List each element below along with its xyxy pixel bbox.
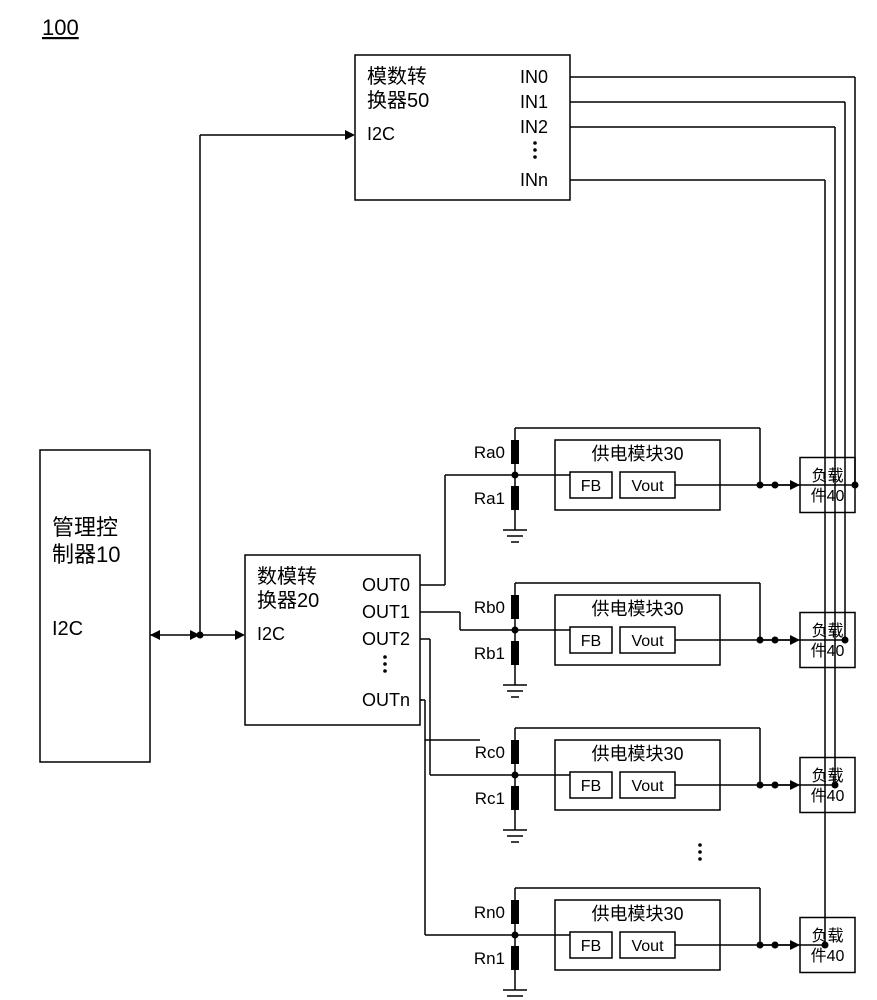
resistor-Rc1: [511, 786, 519, 810]
r-label-Rb0: Rb0: [474, 598, 505, 617]
vout-label-3: Vout: [631, 938, 664, 955]
load-label1-2: 负载: [811, 767, 843, 785]
resistor-Rb0: [511, 595, 519, 619]
adc-vdots: [533, 148, 537, 152]
arrow-right: [235, 630, 245, 640]
arrow-left: [150, 630, 160, 640]
dac-label: 数模转: [257, 565, 317, 588]
power-module-label-3: 供电模块30: [591, 904, 683, 924]
adc-vdots: [533, 155, 537, 159]
channels-vdots: [698, 850, 702, 854]
fb-label-0: FB: [581, 478, 601, 495]
dac-out-1: OUT1: [362, 602, 410, 622]
r-label-Rn0: Rn0: [474, 903, 505, 922]
resistor-Ra0: [511, 440, 519, 464]
adc-in-1: IN1: [520, 92, 548, 112]
load-label1-1: 负载: [811, 622, 843, 640]
load-label2-2: 件40: [811, 787, 845, 805]
fb-label-2: FB: [581, 778, 601, 795]
r-label-Rb1: Rb1: [474, 644, 505, 663]
load-label1-3: 负载: [811, 927, 843, 945]
dac-vdots: [383, 669, 387, 673]
dac-vdots: [383, 662, 387, 666]
adc-in-2: IN2: [520, 117, 548, 137]
controller-label: 管理控: [52, 515, 118, 540]
controller-box: [40, 450, 150, 762]
adc-in-3: INn: [520, 170, 548, 190]
dac-out-3: OUTn: [362, 690, 410, 710]
load-label2-3: 件40: [811, 947, 845, 965]
resistor-Rn0: [511, 900, 519, 924]
load-label2-1: 件40: [811, 642, 845, 660]
dac-out-0: OUT0: [362, 575, 410, 595]
r-label-Ra0: Ra0: [474, 443, 505, 462]
resistor-Ra1: [511, 486, 519, 510]
load-label1-0: 负载: [811, 467, 843, 485]
power-module-label-2: 供电模块30: [591, 744, 683, 764]
adc-vdots: [533, 141, 537, 145]
channels-vdots: [698, 843, 702, 847]
dac-port: I2C: [257, 624, 285, 644]
figure-title: 100: [42, 15, 79, 40]
r-label-Rn1: Rn1: [474, 949, 505, 968]
dac-vdots: [383, 655, 387, 659]
resistor-Rc0: [511, 740, 519, 764]
adc-label: 模数转: [367, 65, 427, 88]
vout-label-1: Vout: [631, 633, 664, 650]
power-module-label-1: 供电模块30: [591, 599, 683, 619]
vout-label-2: Vout: [631, 778, 664, 795]
vout-label-0: Vout: [631, 478, 664, 495]
r-label-Ra1: Ra1: [474, 489, 505, 508]
controller-label: 制器10: [52, 542, 120, 567]
power-module-label-0: 供电模块30: [591, 444, 683, 464]
channels-vdots: [698, 857, 702, 861]
dac-out-2: OUT2: [362, 629, 410, 649]
r-label-Rc0: Rc0: [475, 743, 505, 762]
fb-label-1: FB: [581, 633, 601, 650]
fb-label-3: FB: [581, 938, 601, 955]
resistor-Rn1: [511, 946, 519, 970]
dac-label: 换器20: [257, 589, 319, 612]
adc-in-0: IN0: [520, 67, 548, 87]
resistor-Rb1: [511, 641, 519, 665]
adc-label: 换器50: [367, 89, 429, 112]
adc-port: I2C: [367, 124, 395, 144]
r-label-Rc1: Rc1: [475, 789, 505, 808]
load-label2-0: 件40: [811, 487, 845, 505]
arrow-right: [345, 130, 355, 140]
controller-port: I2C: [52, 618, 83, 640]
